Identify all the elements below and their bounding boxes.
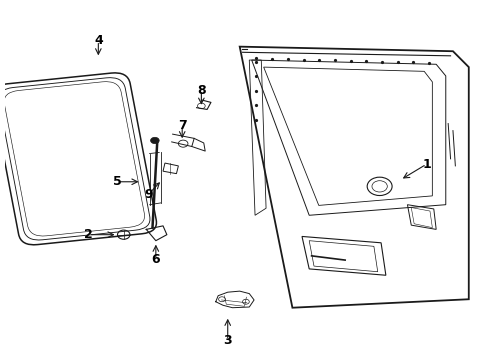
Text: 2: 2: [84, 228, 93, 241]
Text: 9: 9: [144, 188, 153, 201]
Text: 7: 7: [178, 119, 186, 132]
Text: 1: 1: [421, 158, 430, 171]
Text: 4: 4: [94, 34, 102, 47]
Circle shape: [150, 137, 159, 144]
Text: 6: 6: [151, 253, 160, 266]
Text: 8: 8: [197, 84, 205, 96]
Text: 3: 3: [223, 334, 232, 347]
Text: 5: 5: [113, 175, 122, 188]
